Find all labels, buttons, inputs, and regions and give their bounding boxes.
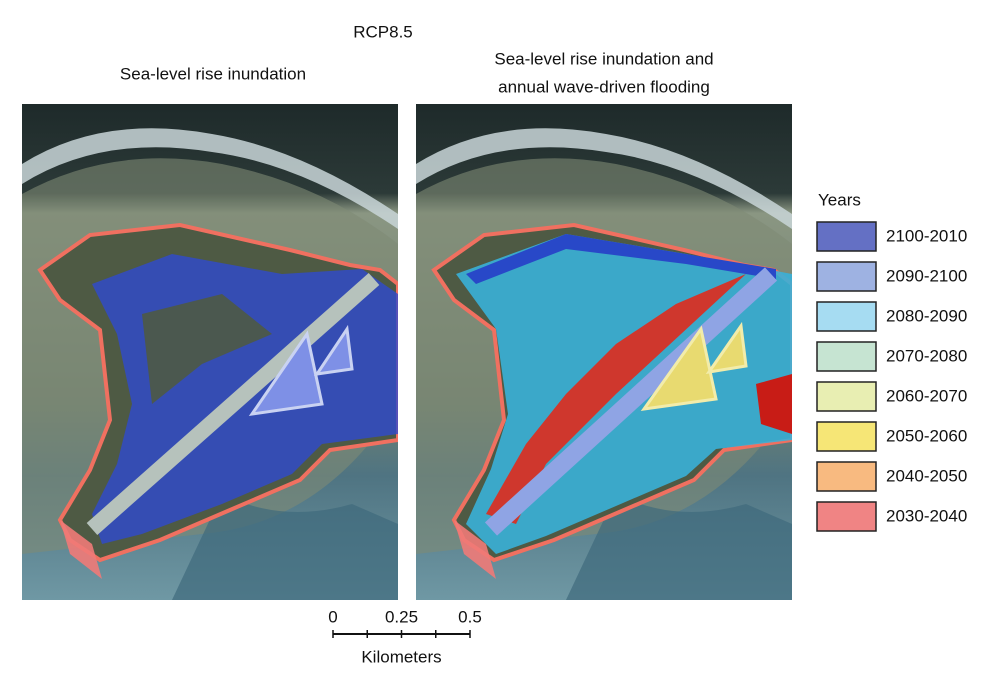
legend-swatch: [816, 301, 877, 332]
triangle-area: [248, 330, 324, 416]
scale-unit: Kilometers: [361, 647, 441, 666]
map-panel-right: [416, 104, 792, 600]
legend-label: 2080-2090: [886, 306, 967, 325]
legend-label: 2090-2100: [886, 266, 967, 285]
flooding-overlay: [466, 234, 776, 284]
legend-label: 2060-2070: [886, 386, 967, 405]
runway: [86, 273, 380, 535]
scale-label: 0.25: [385, 607, 418, 626]
legend-label: 2040-2050: [886, 466, 967, 485]
legend-swatch: [816, 221, 877, 252]
legend-swatch: [816, 461, 877, 492]
legend-label: 2070-2080: [886, 346, 967, 365]
runway: [484, 267, 778, 536]
scale-label: 0.5: [458, 607, 482, 626]
panel-title: annual wave-driven flooding: [498, 77, 710, 96]
scale-label: 0: [328, 607, 337, 626]
legend-label: 2100-2010: [886, 226, 967, 245]
map-panel-left: [22, 104, 398, 600]
triangle-area: [313, 324, 354, 376]
legend-label: 2050-2060: [886, 426, 967, 445]
triangle-area: [640, 325, 718, 411]
figure-title: RCP8.5: [353, 22, 413, 41]
legend-swatch: [816, 341, 877, 372]
panel-title: Sea-level rise inundation: [120, 64, 306, 83]
panel-title: Sea-level rise inundation and: [494, 49, 713, 68]
legend-label: 2030-2040: [886, 506, 967, 525]
legend-swatch: [816, 421, 877, 452]
scale-bar: 0 0.25 0.5 Kilometers: [328, 607, 482, 666]
legend: Years 2100-2010 2090-2100 2080-2090 2070-20…: [816, 190, 967, 532]
legend-swatch: [816, 501, 877, 532]
legend-title: Years: [818, 190, 861, 209]
triangle-area: [705, 321, 748, 375]
flooding-overlay: [756, 374, 792, 434]
legend-swatch: [816, 381, 877, 412]
legend-swatch: [816, 261, 877, 292]
dry-land: [142, 294, 272, 404]
